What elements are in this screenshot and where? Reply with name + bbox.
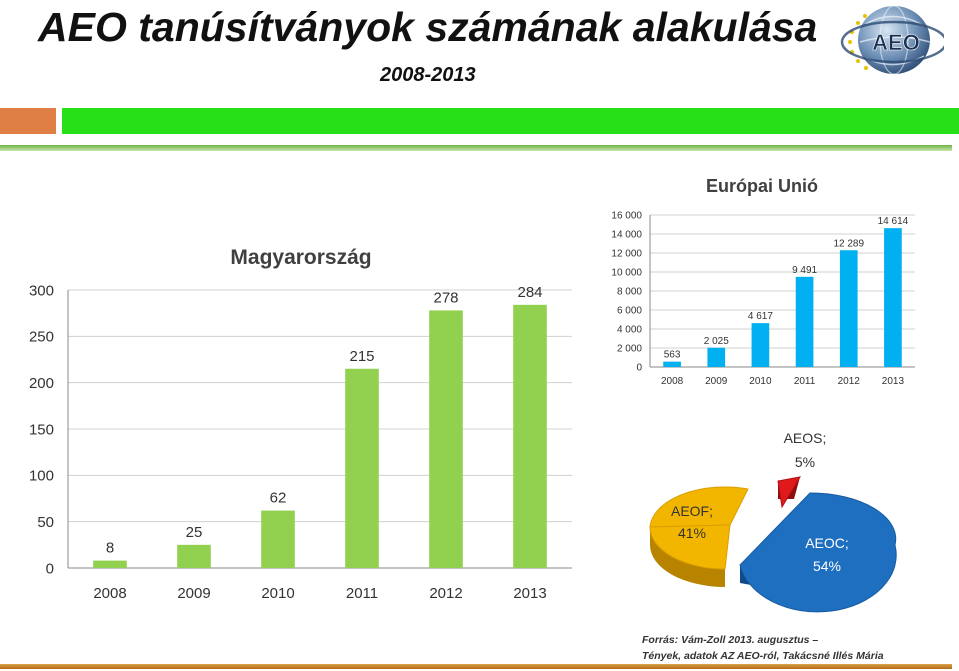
y-tick-label: 2 000 (617, 344, 642, 355)
bar-2009 (177, 544, 211, 568)
data-label: 8 (106, 540, 114, 557)
bar-2008 (663, 361, 681, 367)
chart-europai-unio: Európai Unió 0 2 000 4 000 6 000 8 000 10 000… (611, 176, 915, 387)
data-label: 215 (349, 348, 374, 365)
bar-2013 (513, 304, 547, 568)
page-subtitle: 2008-2013 (380, 64, 476, 86)
y-tick-label: 14 000 (611, 230, 642, 241)
y-tick-label: 100 (29, 468, 54, 485)
data-label: 9 491 (792, 265, 817, 276)
aeo-logo: AEO (840, 5, 944, 75)
data-label: 14 614 (878, 216, 909, 227)
data-label: 12 289 (833, 238, 864, 249)
divider-top (0, 145, 952, 151)
x-tick-label: 2013 (882, 376, 905, 387)
pie-value-aeos: 5% (795, 454, 815, 470)
pie-label-aeos: AEOS; (784, 430, 827, 446)
data-label: 278 (433, 289, 458, 306)
y-tick-label: 12 000 (611, 249, 642, 260)
star-ring-icon (848, 14, 868, 70)
data-label: 25 (186, 524, 203, 541)
pie-label-aeof-name: AEOF (671, 503, 709, 519)
x-tick-label: 2011 (346, 585, 378, 602)
y-tick-label: 150 (29, 421, 54, 438)
data-label: 2 025 (704, 336, 729, 347)
pie-slice-aeoc (739, 492, 897, 613)
x-tick-label: 2011 (794, 376, 816, 387)
bar-2013 (884, 228, 902, 367)
y-tick-label: 6 000 (617, 306, 642, 317)
pie-label-aeoc-name: AEOC (805, 535, 845, 551)
bar-2010 (261, 510, 295, 568)
y-tick-label: 8 000 (617, 287, 642, 298)
y-tick-label: 0 (46, 560, 54, 577)
y-tick-label: 200 (29, 375, 54, 392)
x-tick-label: 2013 (513, 585, 546, 602)
data-label: 563 (664, 350, 681, 361)
page-title: AEO tanúsítványok számának alakulása (38, 4, 818, 50)
source-line-1: Forrás: Vám-Zoll 2013. augusztus – (642, 634, 819, 646)
logo-text: AEO (872, 30, 920, 55)
x-tick-label: 2008 (93, 585, 126, 602)
header-accent-orange (0, 108, 56, 134)
y-tick-label: 250 (29, 329, 54, 346)
header-accent-green (62, 108, 959, 134)
pie-label-aeos-name: AEOS (784, 430, 823, 446)
x-tick-label: 2012 (429, 585, 462, 602)
pie-label-aeoc: AEOC; (805, 535, 849, 551)
bar-2011 (345, 368, 379, 568)
y-tick-label: 0 (636, 363, 642, 374)
y-tick-label: 300 (29, 282, 54, 299)
pie-value-aeoc: 54% (813, 558, 841, 574)
chart-magyarorszag: Magyarország 0 50 100 150 200 250 300 8 25 62 215… (29, 246, 572, 602)
y-tick-label: 50 (37, 514, 54, 531)
bar-2012 (839, 250, 858, 367)
x-tick-label: 2009 (705, 376, 728, 387)
chart-title-eu: Európai Unió (706, 176, 818, 196)
x-tick-label: 2008 (661, 376, 684, 387)
x-tick-label: 2010 (261, 585, 294, 602)
x-tick-label: 2010 (749, 376, 772, 387)
y-tick-label: 16 000 (611, 211, 642, 222)
pie-slice-aeos (777, 476, 801, 509)
divider-bottom (0, 664, 952, 669)
y-tick-label: 10 000 (611, 268, 642, 279)
pie-slice-aeof (649, 486, 749, 587)
chart-aeo-types-pie: AEOS; 5% AEOF; 41% AEOC; 54% (649, 430, 897, 613)
x-tick-label: 2012 (838, 376, 861, 387)
bar-2009 (707, 347, 726, 367)
data-label: 62 (270, 490, 287, 507)
source-note: Forrás: Vám-Zoll 2013. augusztus – Ténye… (642, 632, 884, 664)
source-line-2: Tények, adatok AZ AEO-ról, Takácsné Illé… (642, 650, 884, 662)
bar-2012 (429, 310, 463, 568)
pie-value-aeof: 41% (678, 525, 706, 541)
x-tick-label: 2009 (177, 585, 210, 602)
data-label: 284 (517, 284, 542, 301)
bar-2008 (93, 560, 127, 568)
bar-2011 (795, 276, 814, 367)
chart-title-hu: Magyarország (230, 246, 371, 269)
y-tick-label: 4 000 (617, 325, 642, 336)
bar-2010 (751, 323, 770, 367)
data-label: 4 617 (748, 311, 773, 322)
pie-label-aeof: AEOF; (671, 503, 713, 519)
